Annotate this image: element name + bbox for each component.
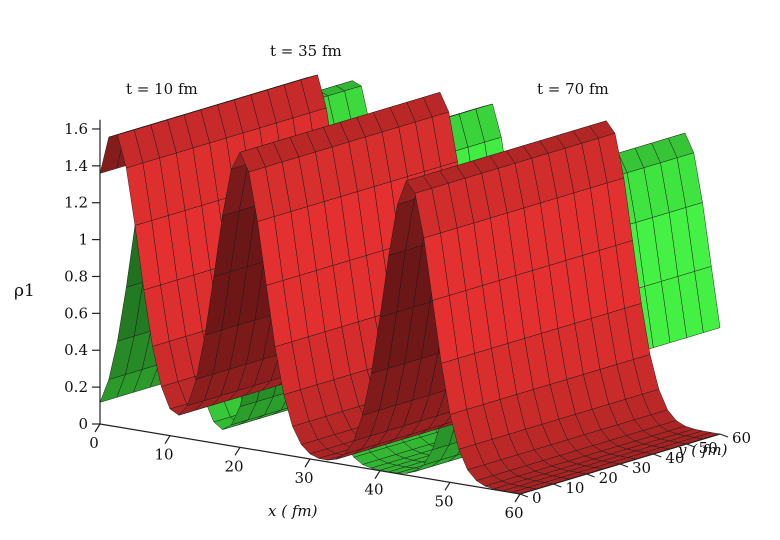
z-tick-label: 0 <box>78 415 88 433</box>
y-tick-label: 40 <box>665 449 684 467</box>
x-tick-mark <box>164 435 171 444</box>
z-tick-label: 0.8 <box>64 267 88 285</box>
y-tick-mark <box>686 443 695 448</box>
x-tick-mark <box>444 482 451 491</box>
x-tick-mark <box>374 470 381 479</box>
z-tick-label: 0.4 <box>64 341 88 359</box>
annotation-t10: t = 10 fm <box>126 80 198 98</box>
z-tick-label: 1 <box>78 231 88 249</box>
z-tick-label: 1.6 <box>64 120 88 138</box>
y-tick-mark <box>586 473 595 478</box>
y-tick-mark <box>653 453 662 458</box>
surface-series-0 <box>99 74 721 495</box>
z-tick-label: 0.2 <box>64 378 88 396</box>
y-axis-label: y ( fm) <box>677 441 728 459</box>
y-tick-label: 0 <box>532 489 542 507</box>
x-tick-label: 20 <box>224 457 243 475</box>
y-tick-mark <box>619 463 629 468</box>
x-tick-mark <box>94 423 101 433</box>
z-tick-label: 1.4 <box>64 157 88 175</box>
y-tick-mark <box>719 433 729 438</box>
y-tick-label: 20 <box>599 469 618 487</box>
z-tick-label: 0.6 <box>64 304 88 322</box>
x-tick-mark <box>304 458 311 468</box>
x-tick-label: 60 <box>504 504 523 522</box>
y-tick-mark <box>553 483 562 488</box>
x-tick-mark <box>514 493 521 503</box>
x-tick-label: 0 <box>89 434 99 452</box>
surface-layer <box>99 74 721 495</box>
x-tick-label: 50 <box>434 492 453 510</box>
x-tick-label: 10 <box>154 446 173 464</box>
x-tick-label: 30 <box>294 469 313 487</box>
axes-layer: 0 0.2 0.4 0.6 0.8 1 1.2 1.4 1.6 0 10 20 30 40 50 60 0 10 2… <box>64 119 751 522</box>
y-tick-label: 60 <box>732 429 751 447</box>
z-tick-label: 1.2 <box>64 194 88 212</box>
annotation-t70: t = 70 fm <box>537 80 609 98</box>
z-axis-label: ρ1 <box>14 281 35 301</box>
x-axis-label: x ( fm) <box>268 502 318 520</box>
labels-layer: t = 10 fm t = 35 fm t = 70 fm ρ1 x ( fm)… <box>14 42 728 520</box>
y-tick-label: 30 <box>632 459 651 477</box>
x-tick-mark <box>234 447 241 456</box>
annotation-t35: t = 35 fm <box>270 42 342 60</box>
y-tick-mark <box>519 493 529 498</box>
x-tick-label: 40 <box>364 481 383 499</box>
y-tick-label: 10 <box>565 479 584 497</box>
y-tick-label: 50 <box>699 439 718 457</box>
